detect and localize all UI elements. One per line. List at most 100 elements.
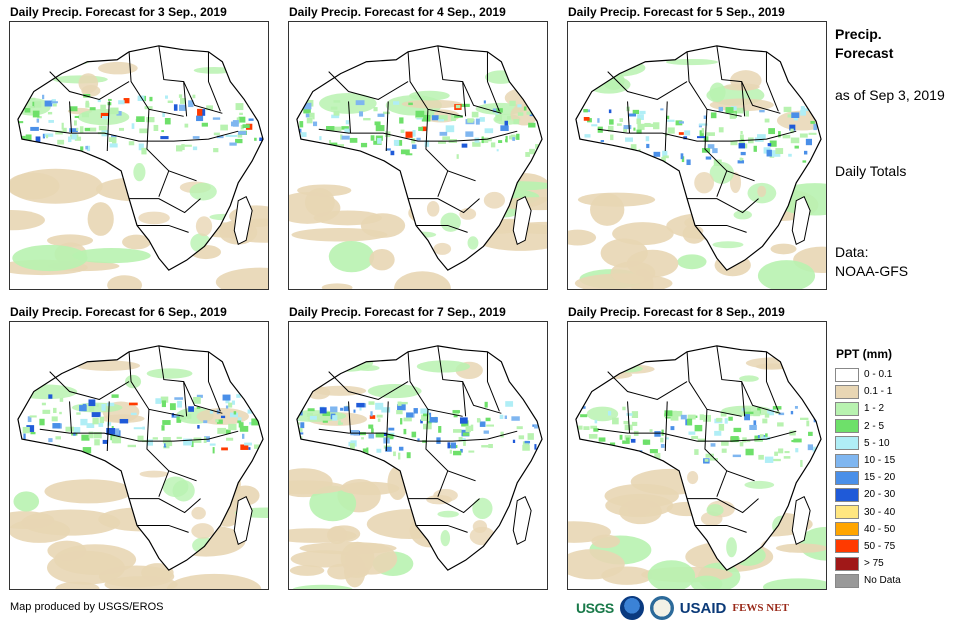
precip-cell [753, 410, 760, 417]
precip-cell [330, 406, 338, 413]
precip-area [744, 480, 775, 489]
precip-cell [665, 415, 671, 419]
precip-cell [233, 411, 237, 415]
precip-cell [661, 156, 666, 163]
precip-cell [421, 126, 427, 132]
precip-cell [333, 110, 340, 116]
precip-cell [697, 438, 706, 443]
precip-cell [415, 110, 425, 118]
precip-cell [505, 139, 508, 142]
precip-cell [575, 425, 583, 430]
precip-cell [496, 149, 499, 152]
precip-cell [761, 436, 771, 440]
precip-cell [813, 123, 818, 131]
precip-area [166, 573, 262, 589]
precip-cell [626, 437, 630, 443]
precip-cell [602, 158, 606, 164]
precip-cell [718, 127, 724, 133]
country-border [385, 401, 389, 452]
precip-area [107, 275, 143, 289]
legend-label: 5 - 10 [864, 437, 890, 449]
precip-cell [71, 133, 77, 140]
precip-cell [164, 95, 168, 99]
legend-swatch [835, 522, 859, 537]
country-border [664, 101, 668, 152]
precip-cell [638, 148, 641, 156]
precip-cell [642, 155, 647, 158]
precip-cell [376, 448, 382, 453]
precip-cell [623, 420, 629, 425]
precip-cell [300, 144, 308, 152]
precip-cell [739, 134, 744, 141]
precip-cell [661, 429, 664, 436]
precip-cell [584, 443, 593, 449]
precip-cell [251, 418, 259, 426]
precip-cell [598, 437, 606, 442]
precip-cell [65, 426, 75, 432]
precip-cell [220, 124, 228, 131]
precip-cell [296, 444, 304, 448]
coastline [296, 345, 543, 571]
precip-cell [92, 417, 99, 425]
precip-cell [799, 133, 808, 138]
country-border [348, 401, 352, 434]
country-border [49, 371, 130, 400]
precip-cell [50, 446, 58, 449]
legend-swatch [835, 487, 859, 502]
precip-cell [174, 397, 184, 400]
precip-cell [359, 111, 364, 117]
precip-cell [164, 117, 171, 125]
precip-cell [486, 424, 495, 427]
africa-map [289, 345, 543, 589]
country-border [716, 470, 728, 497]
precip-area [319, 92, 377, 114]
precip-cell [721, 441, 729, 446]
precip-cell [701, 128, 704, 134]
precip-cell [183, 438, 193, 446]
precip-area [394, 271, 451, 289]
precip-cell [800, 459, 803, 467]
precip-area [709, 82, 726, 103]
legend-label: 30 - 40 [864, 506, 896, 518]
precip-cell [258, 415, 264, 422]
precip-cell [390, 150, 395, 156]
country-border [627, 101, 631, 134]
precip-cell [537, 106, 543, 113]
precip-cell [631, 421, 638, 427]
precip-cell [436, 437, 441, 444]
precip-cell [583, 108, 588, 113]
precip-cell [808, 431, 813, 436]
precip-cell [221, 447, 228, 451]
precip-cell [759, 434, 764, 439]
precip-area [125, 374, 142, 389]
precip-cell [509, 100, 516, 106]
precip-cell [450, 442, 457, 449]
precip-cell [55, 130, 63, 135]
legend-title: PPT (mm) [836, 347, 893, 361]
precip-cell [660, 443, 665, 448]
precip-cell [468, 450, 475, 453]
precip-cell [733, 427, 742, 433]
precip-cell [403, 428, 407, 435]
precip-area [584, 360, 605, 373]
precip-cell [373, 107, 378, 112]
precip-cell [59, 411, 62, 415]
precip-cell [74, 136, 82, 141]
precip-cell [442, 136, 450, 141]
precip-area [687, 470, 699, 485]
precip-cell [483, 430, 489, 434]
precip-cell [655, 160, 660, 167]
precip-cell [108, 98, 112, 101]
precip-cell [201, 122, 208, 127]
precip-area [10, 172, 60, 200]
precip-cell [625, 137, 633, 142]
coastline [296, 45, 543, 271]
precip-cell [653, 122, 660, 130]
precip-cell [399, 117, 404, 124]
precip-cell [89, 107, 96, 111]
legend-label: 50 - 75 [864, 540, 896, 552]
precip-cell [76, 412, 81, 415]
country-border [408, 498, 480, 514]
precip-cell [301, 132, 307, 137]
precip-cell [82, 447, 92, 454]
